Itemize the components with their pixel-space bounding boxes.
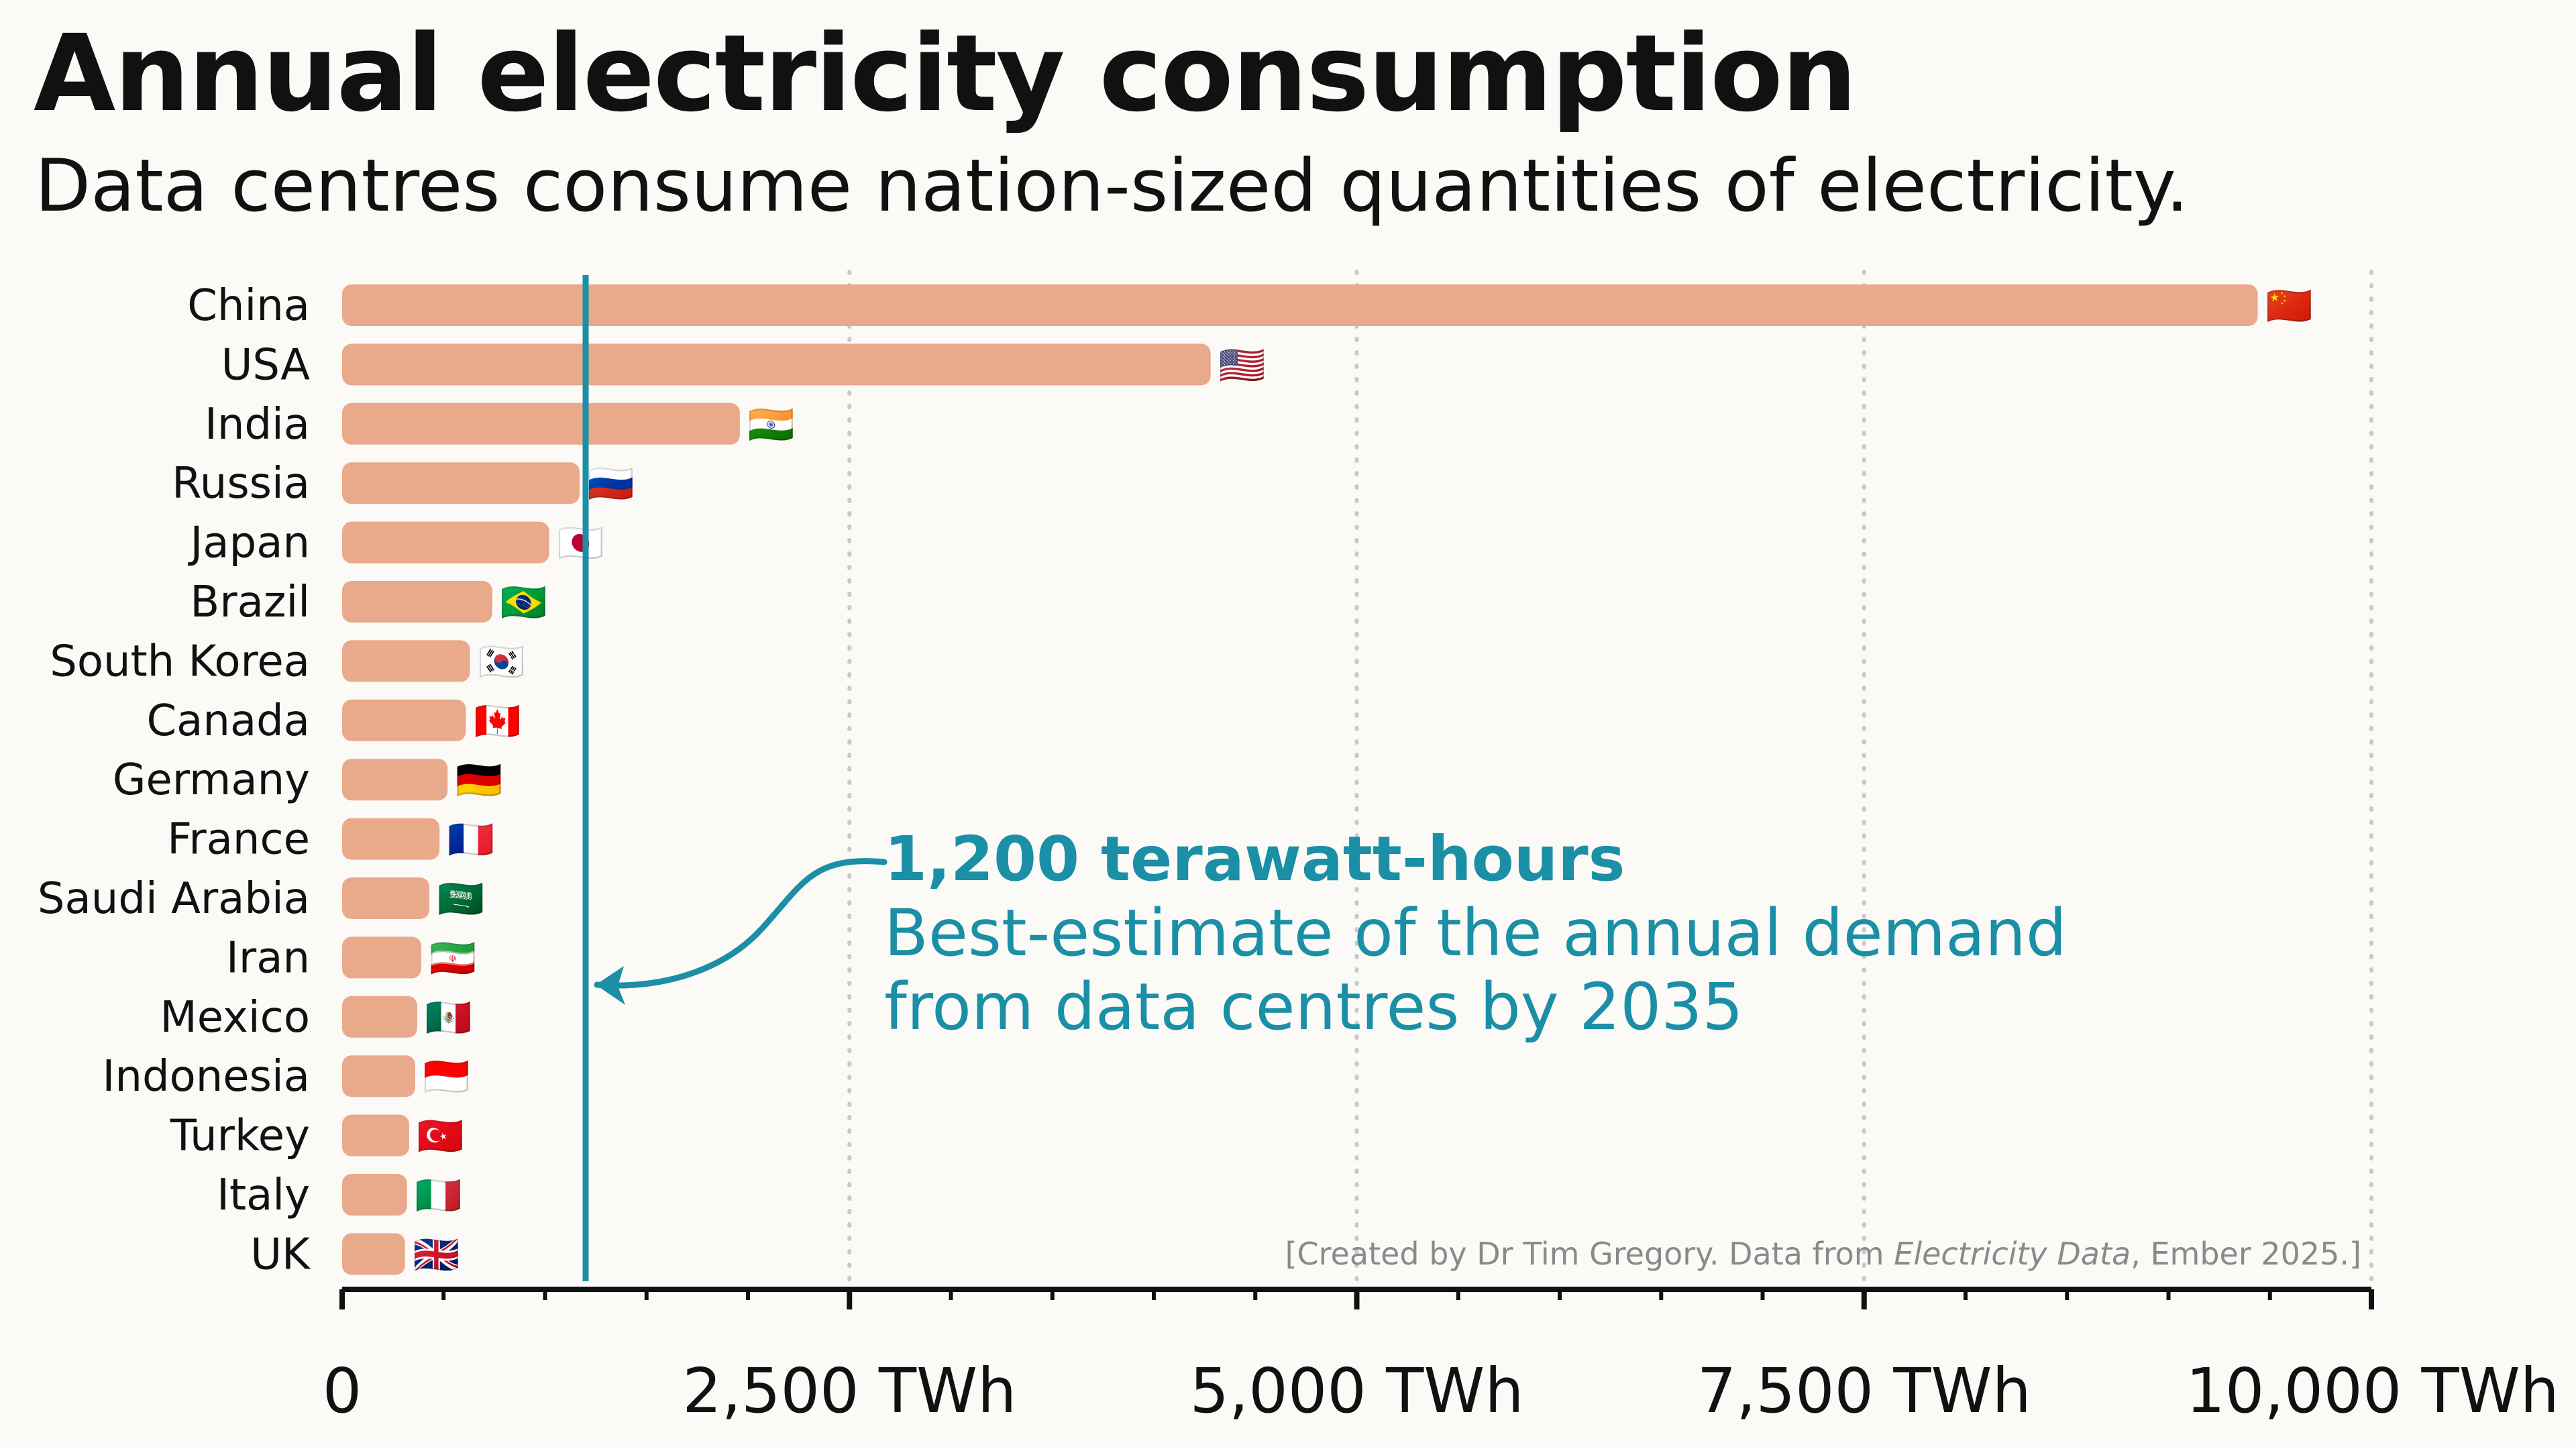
annotation-title: 1,200 terawatt-hours: [884, 823, 1625, 895]
category-label: Brazil: [190, 578, 310, 627]
category-label: South Korea: [50, 637, 310, 686]
flag-icon: 🇷🇺: [588, 462, 635, 506]
bar-turkey: [342, 1114, 409, 1157]
category-labels: China USA India Russia Japan Brazil South Kore…: [38, 281, 311, 1279]
x-tick-label: 0: [323, 1355, 362, 1427]
bar-brazil: [342, 581, 492, 623]
bar-canada: [342, 699, 466, 741]
category-label: France: [167, 815, 310, 865]
bar-russia: [342, 462, 580, 504]
x-tick-label: 2,500 TWh: [682, 1355, 1016, 1427]
x-tick-label: 7,500 TWh: [1697, 1355, 2031, 1427]
x-tick-label: 10,000 TWh: [2186, 1355, 2559, 1427]
bar-usa: [342, 343, 1211, 386]
x-tick-label: 5,000 TWh: [1189, 1355, 1523, 1427]
category-label: Japan: [188, 519, 311, 568]
bars: [342, 284, 2258, 1275]
bar-germany: [342, 759, 448, 801]
flag-icon: 🇧🇷: [500, 581, 547, 625]
flag-icon: 🇨🇦: [474, 700, 521, 743]
bar-italy: [342, 1174, 407, 1216]
flag-icon: 🇮🇹: [415, 1174, 462, 1218]
category-label: Germany: [113, 755, 310, 805]
bar-india: [342, 402, 740, 445]
chart-subtitle: Data centres consume nation-sized quanti…: [35, 144, 2189, 228]
bar-saudi-arabia: [342, 877, 430, 919]
flag-icon: 🇮🇩: [423, 1055, 470, 1099]
bar-iran: [342, 936, 421, 979]
flag-icon: 🇩🇪: [455, 759, 502, 802]
bar-mexico: [342, 996, 417, 1038]
flag-icon: 🇸🇦: [437, 877, 484, 921]
flags: 🇨🇳 🇺🇸 🇮🇳 🇷🇺 🇯🇵🇧🇷 🇰🇷 🇨🇦 🇩🇪 🇫🇷 🇸🇦 🇮🇷 🇲🇽 🇮🇩 🇹🇷 🇮🇹 🇬🇧: [413, 284, 2313, 1277]
bar-france: [342, 818, 440, 860]
credit-note: [Created by Dr Tim Gregory. Data from El…: [1285, 1236, 2361, 1272]
flag-icon: 🇫🇷: [447, 818, 494, 862]
annotation-line-2: from data centres by 2035: [884, 969, 1743, 1044]
category-label: Canada: [146, 696, 310, 746]
category-label: India: [205, 400, 310, 449]
category-label: China: [187, 281, 310, 331]
flag-icon: 🇹🇷: [417, 1115, 464, 1159]
annotation-line-1: Best-estimate of the annual demand: [884, 896, 2067, 971]
flag-icon: 🇯🇵: [557, 522, 604, 566]
flag-icon: 🇺🇸: [1219, 343, 1266, 387]
x-axis: 0 2,500 TWh 5,000 TWh 7,500 TWh 10,000 TWh: [323, 1287, 2559, 1427]
bar-china: [342, 284, 2258, 326]
bar-japan: [342, 521, 549, 564]
category-label: Mexico: [160, 993, 310, 1042]
annotation: 1,200 terawatt-hours Best-estimate of th…: [594, 823, 2067, 1044]
bar-uk: [342, 1233, 405, 1275]
bar-south-korea: [342, 640, 470, 682]
category-label: Saudi Arabia: [38, 874, 310, 924]
category-label: USA: [221, 340, 311, 390]
flag-icon: 🇮🇳: [748, 403, 795, 447]
bar-indonesia: [342, 1055, 415, 1097]
category-label: Italy: [217, 1171, 310, 1220]
category-label: UK: [250, 1230, 311, 1279]
flag-icon: 🇬🇧: [413, 1233, 460, 1277]
flag-icon: 🇲🇽: [425, 996, 472, 1040]
category-label: Russia: [172, 459, 310, 508]
arrowhead-icon: [596, 966, 625, 1005]
flag-icon: 🇮🇷: [429, 936, 476, 980]
flag-icon: 🇨🇳: [2266, 284, 2313, 328]
category-label: Turkey: [170, 1112, 310, 1161]
category-label: Iran: [226, 933, 310, 983]
category-label: Indonesia: [103, 1052, 311, 1102]
flag-icon: 🇰🇷: [478, 640, 525, 684]
chart-title: Annual electricity consumption: [34, 12, 1857, 136]
grid-lines: [847, 270, 2373, 1291]
annotation-arrow: [594, 858, 888, 989]
